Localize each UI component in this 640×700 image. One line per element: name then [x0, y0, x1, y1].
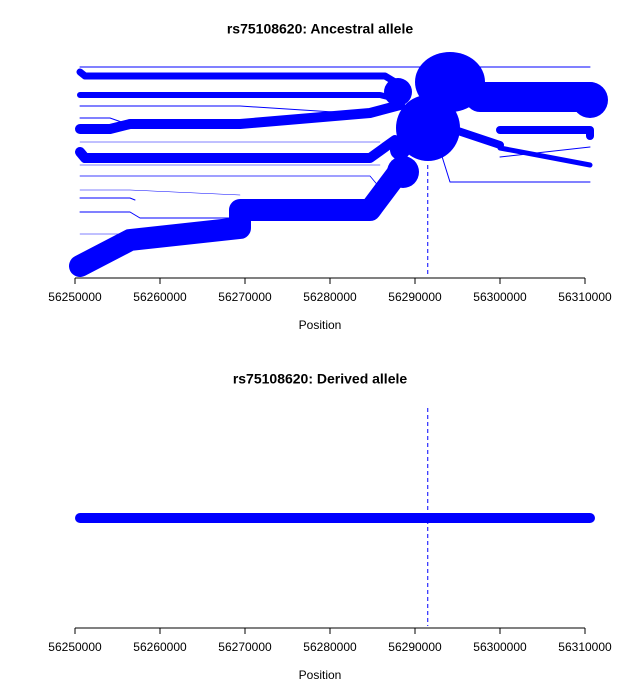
x-tick-label: 56310000 — [558, 290, 612, 304]
x-tick-label: 56300000 — [473, 290, 527, 304]
x-tick-label: 56290000 — [388, 290, 442, 304]
x-tick-label: 56290000 — [388, 640, 442, 654]
x-axis-label: Position — [299, 668, 342, 682]
x-tick-label: 56260000 — [133, 640, 187, 654]
x-axis-label: Position — [299, 318, 342, 332]
x-tick-label: 56280000 — [303, 290, 357, 304]
x-tick-label: 56270000 — [218, 290, 272, 304]
x-tick-label: 56250000 — [48, 290, 102, 304]
x-tick-label: 56250000 — [48, 640, 102, 654]
x-tick-label: 56310000 — [558, 640, 612, 654]
chart-title: rs75108620: Ancestral allele — [227, 21, 413, 37]
x-tick-label: 56280000 — [303, 640, 357, 654]
x-tick-label: 56270000 — [218, 640, 272, 654]
ancestral-branches — [69, 52, 608, 277]
x-tick-label: 56300000 — [473, 640, 527, 654]
x-tick-label: 56260000 — [133, 290, 187, 304]
chart-title: rs75108620: Derived allele — [233, 371, 408, 387]
